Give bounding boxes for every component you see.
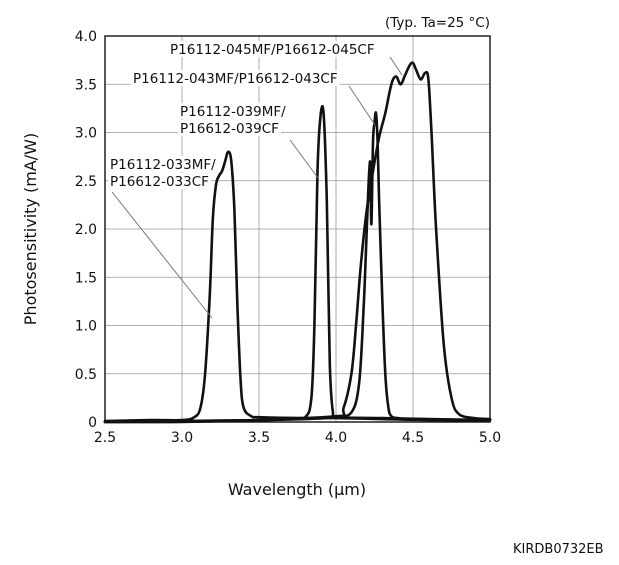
series-annotations: P16112-033MF/P16612-033CF P16112-039MF/P1…: [108, 41, 403, 319]
y-tick-label: 4.0: [75, 29, 97, 45]
annotation-leader-line: [111, 191, 213, 319]
series-annotation-text: P16612-033CF: [110, 174, 209, 190]
x-tick-label: 4.0: [325, 430, 347, 446]
figure-code: KIRDB0732EB: [513, 542, 604, 557]
y-axis-title: Photosensitivity (mA/W): [21, 133, 40, 325]
annotation-backdrop: [108, 173, 211, 189]
series-annotation-text: P16112-045MF/P16612-045CF: [170, 42, 375, 58]
y-tick-label: 2.5: [75, 174, 97, 190]
y-tick-label: 0: [88, 415, 97, 431]
condition-label: (Typ. Ta=25 °C): [385, 15, 490, 31]
curve-045: [103, 61, 492, 424]
series-annotation-text: P16612-039CF: [180, 121, 279, 137]
x-tick-label: 4.5: [402, 430, 424, 446]
annotation-backdrop: [178, 103, 289, 119]
x-axis-tick-labels: 2.5 3.0 3.5 4.0 4.5 5.0: [94, 430, 501, 446]
annotation-backdrop: [168, 41, 377, 57]
y-axis-tick-labels: 0 0.5 1.0 1.5 2.0 2.5 3.0 3.5 4.0: [75, 29, 97, 431]
annotation-leader-line: [348, 85, 376, 126]
y-tick-label: 3.5: [75, 77, 97, 93]
x-tick-label: 5.0: [479, 430, 501, 446]
series-annotation-text: P16112-039MF/: [180, 104, 286, 120]
series-annotation-text: P16112-033MF/: [110, 157, 216, 173]
series-lines: [103, 61, 492, 424]
x-tick-label: 3.5: [248, 430, 270, 446]
curve-033: [103, 150, 492, 423]
series-annotation-text: P16112-043MF/P16612-043CF: [133, 71, 338, 87]
y-tick-label: 3.0: [75, 126, 97, 142]
annotation-backdrop: [178, 120, 281, 136]
x-tick-label: 2.5: [94, 430, 116, 446]
x-axis-title: Wavelength (µm): [228, 480, 366, 499]
annotation-leader-line: [389, 56, 403, 76]
x-tick-label: 3.0: [171, 430, 193, 446]
annotation-leader-line: [289, 139, 319, 179]
y-tick-label: 0.5: [75, 367, 97, 383]
grid-lines: [105, 36, 490, 422]
y-tick-label: 2.0: [75, 222, 97, 238]
plot-frame: [104, 35, 491, 423]
y-tick-label: 1.5: [75, 270, 97, 286]
annotation-backdrop: [131, 70, 340, 86]
annotation-backdrop: [108, 156, 219, 172]
y-tick-label: 1.0: [75, 319, 97, 335]
